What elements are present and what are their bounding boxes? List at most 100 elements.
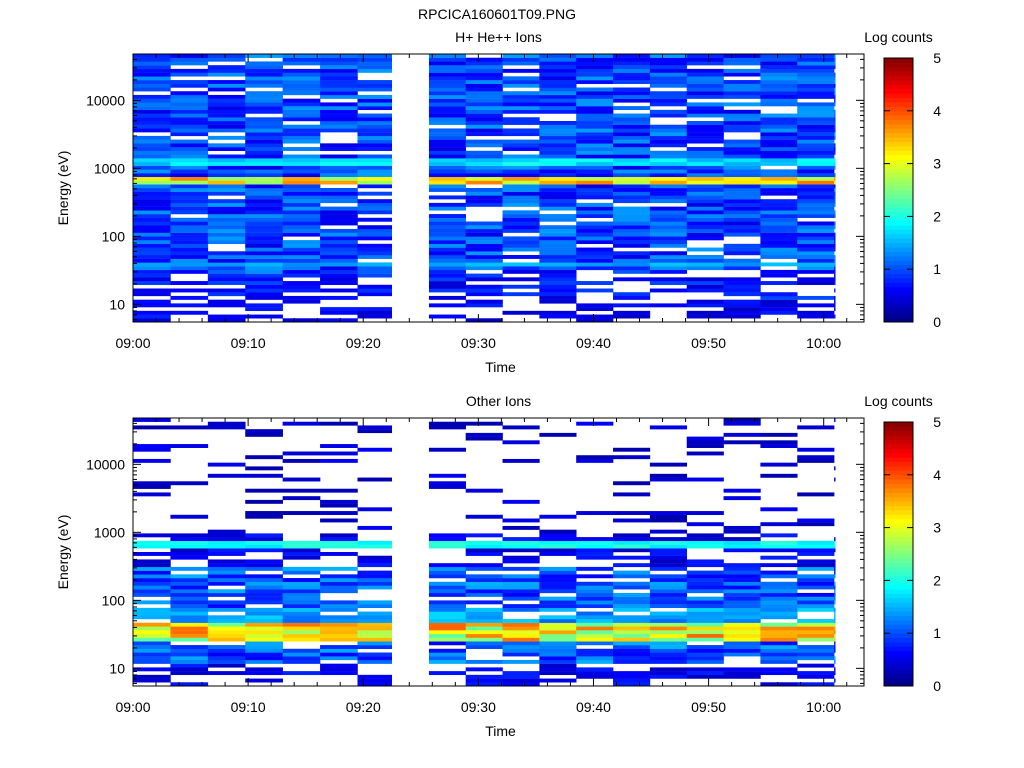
- heatmap-cell: [649, 169, 688, 174]
- heatmap-cell: [613, 176, 651, 181]
- heatmap-cell: [133, 559, 171, 564]
- heatmap-cell: [613, 255, 651, 259]
- heatmap-cell: [723, 176, 761, 181]
- heatmap-cell: [245, 314, 283, 319]
- heatmap-cell: [613, 563, 651, 568]
- heatmap-cell: [428, 269, 466, 274]
- heatmap-cell: [797, 671, 835, 676]
- heatmap-cell: [797, 80, 835, 84]
- heatmap-cell: [834, 109, 836, 114]
- colorbar-step: [884, 185, 913, 191]
- heatmap-cell: [502, 76, 540, 81]
- heatmap-cell: [834, 633, 836, 638]
- heatmap-cell: [320, 121, 358, 125]
- heatmap-cell: [686, 622, 724, 627]
- heatmap-cell: [133, 310, 171, 315]
- heatmap-cell: [723, 221, 761, 226]
- heatmap-cell: [428, 135, 466, 140]
- heatmap-cell: [207, 240, 246, 245]
- heatmap-cell: [428, 180, 466, 185]
- heatmap-cell: [686, 199, 724, 204]
- heatmap-cell: [465, 678, 503, 683]
- heatmap-cell: [465, 232, 503, 237]
- heatmap-cell: [613, 143, 651, 148]
- heatmap-cell: [282, 570, 321, 575]
- heatmap-cell: [834, 581, 836, 586]
- heatmap-cell: [686, 258, 724, 263]
- heatmap-cell: [245, 641, 283, 646]
- colorbar-step: [884, 677, 913, 682]
- colorbar-step: [884, 181, 913, 186]
- heatmap-cell: [797, 633, 835, 638]
- heatmap-cell: [245, 195, 283, 200]
- colorbar-step: [884, 518, 913, 524]
- heatmap-cell: [613, 199, 651, 204]
- heatmap-cell: [502, 596, 540, 601]
- colorbar-step: [884, 308, 913, 314]
- heatmap-cell: [723, 611, 761, 616]
- heatmap-cell: [245, 232, 283, 237]
- heatmap-cell: [245, 540, 283, 545]
- heatmap-cell: [760, 310, 798, 315]
- heatmap-cell: [834, 180, 836, 185]
- colorbar-step: [884, 624, 913, 630]
- heatmap-cell: [576, 247, 614, 252]
- heatmap-cell: [170, 169, 209, 174]
- heatmap-cell: [320, 68, 358, 73]
- heatmap-cell: [613, 68, 651, 73]
- heatmap-cell: [686, 645, 724, 649]
- colorbar-tick-label: 4: [933, 467, 941, 483]
- heatmap-cell: [207, 570, 246, 575]
- heatmap-cell: [723, 232, 761, 237]
- heatmap-cell: [207, 161, 246, 166]
- heatmap-cell: [282, 214, 321, 218]
- heatmap-cell: [245, 630, 283, 635]
- heatmap-cell: [428, 106, 466, 111]
- heatmap-cell: [428, 68, 466, 73]
- heatmap-cell: [207, 273, 246, 278]
- heatmap-cell: [686, 477, 724, 482]
- heatmap-cell: [133, 533, 171, 538]
- heatmap-cell: [282, 589, 321, 594]
- heatmap-cell: [760, 648, 798, 653]
- heatmap-cell: [357, 65, 393, 70]
- heatmap-cell: [613, 630, 651, 635]
- heatmap-cell: [357, 262, 393, 267]
- heatmap-cell: [133, 184, 171, 189]
- heatmap-cell: [357, 525, 393, 530]
- heatmap-cell: [170, 109, 209, 114]
- heatmap-cell: [207, 645, 246, 649]
- heatmap-cell: [723, 548, 761, 553]
- heatmap-cell: [834, 277, 836, 282]
- heatmap-cell: [502, 188, 540, 192]
- heatmap-cell: [207, 199, 246, 204]
- heatmap-cell: [834, 477, 836, 482]
- heatmap-cell: [428, 570, 466, 575]
- heatmap-cell: [245, 158, 283, 163]
- heatmap-cell: [170, 303, 209, 308]
- heatmap-cell: [686, 102, 724, 107]
- heatmap-cell: [539, 574, 577, 579]
- heatmap-cell: [539, 109, 577, 114]
- heatmap-cell: [539, 176, 577, 181]
- heatmap-cell: [133, 217, 171, 222]
- heatmap-cell: [649, 288, 688, 293]
- heatmap-cell: [428, 195, 466, 200]
- heatmap-cell: [539, 671, 577, 676]
- heatmap-cell: [834, 57, 836, 62]
- heatmap-cell: [320, 581, 358, 586]
- data-gap: [392, 54, 429, 322]
- heatmap-cell: [686, 228, 724, 233]
- heatmap-cell: [649, 659, 688, 664]
- heatmap-cell: [357, 173, 393, 178]
- heatmap-cell: [760, 247, 798, 252]
- heatmap-cell: [320, 54, 358, 58]
- heatmap-cell: [245, 188, 283, 192]
- heatmap-cell: [576, 132, 614, 137]
- heatmap-cell: [170, 217, 209, 222]
- heatmap-cell: [723, 150, 761, 155]
- heatmap-cell: [797, 117, 835, 122]
- heatmap-cell: [723, 158, 761, 163]
- heatmap-cell: [207, 221, 246, 226]
